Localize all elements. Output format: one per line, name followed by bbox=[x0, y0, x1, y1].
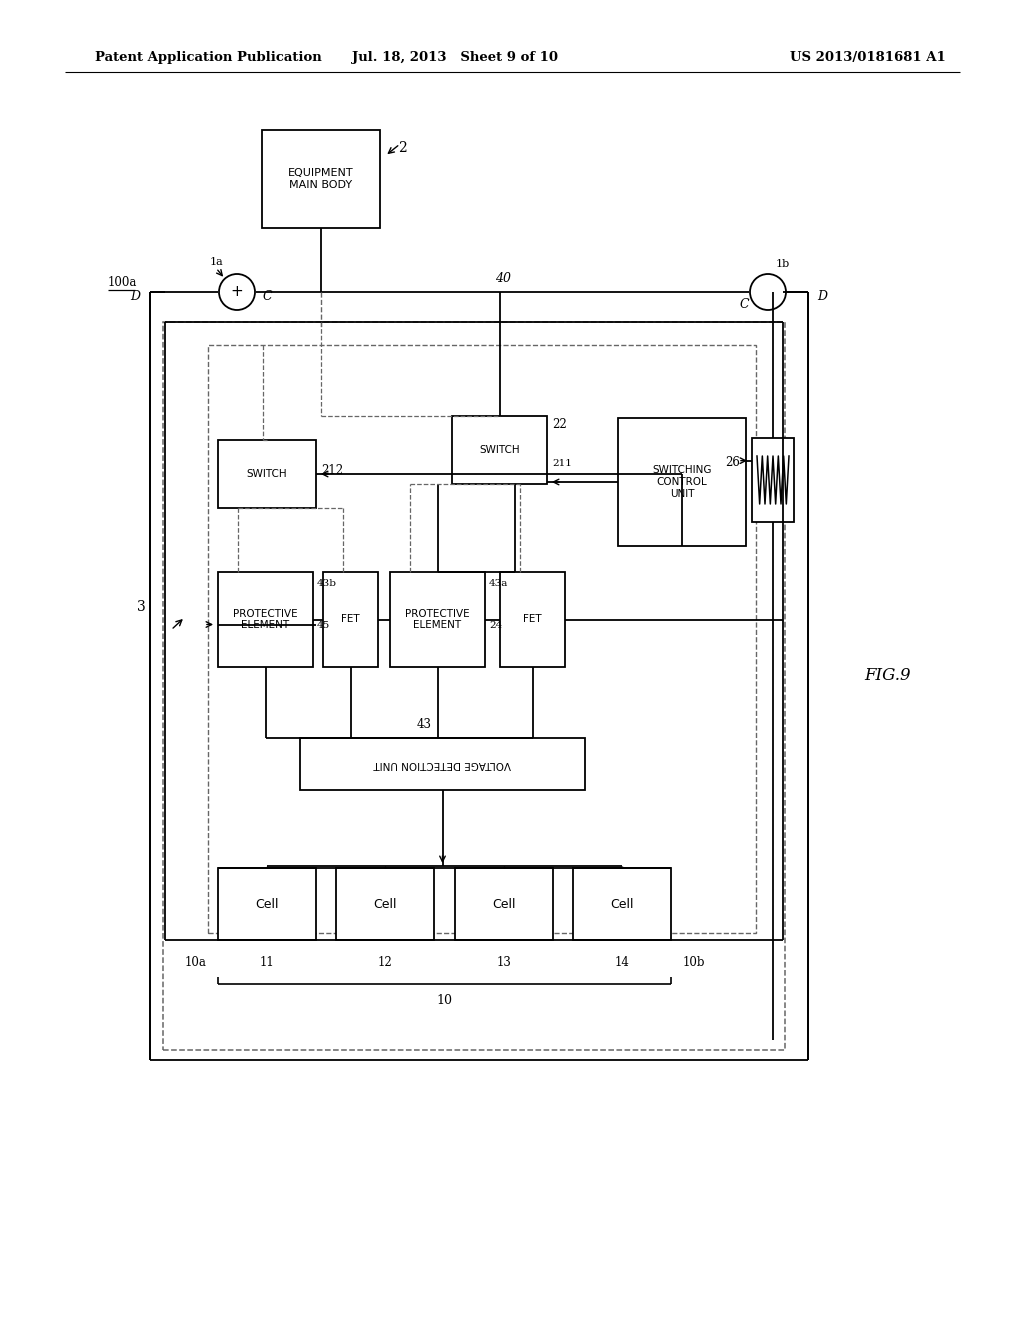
Text: 10a: 10a bbox=[184, 956, 206, 969]
Text: PROTECTIVE
ELEMENT: PROTECTIVE ELEMENT bbox=[406, 609, 470, 630]
Bar bbox=[300, 738, 585, 789]
Text: 12: 12 bbox=[378, 956, 392, 969]
Text: 14: 14 bbox=[614, 956, 630, 969]
Text: Cell: Cell bbox=[374, 898, 396, 911]
Text: 2: 2 bbox=[397, 141, 407, 154]
Text: FIG.9: FIG.9 bbox=[864, 667, 911, 684]
Text: Cell: Cell bbox=[493, 898, 516, 911]
Text: 10: 10 bbox=[436, 994, 453, 1006]
Bar bbox=[163, 322, 785, 1049]
Bar bbox=[208, 345, 756, 933]
Text: Patent Application Publication: Patent Application Publication bbox=[95, 51, 322, 65]
Text: US 2013/0181681 A1: US 2013/0181681 A1 bbox=[790, 51, 946, 65]
Text: 211: 211 bbox=[552, 459, 571, 469]
Text: Cell: Cell bbox=[610, 898, 634, 911]
Text: Cell: Cell bbox=[255, 898, 279, 911]
Text: D: D bbox=[130, 290, 140, 304]
Text: 1a: 1a bbox=[210, 257, 224, 267]
Text: Jul. 18, 2013   Sheet 9 of 10: Jul. 18, 2013 Sheet 9 of 10 bbox=[352, 51, 558, 65]
Text: EQUIPMENT
MAIN BODY: EQUIPMENT MAIN BODY bbox=[288, 168, 354, 190]
Text: C: C bbox=[739, 297, 749, 310]
Bar bbox=[618, 418, 746, 546]
Text: 1b: 1b bbox=[776, 259, 791, 269]
Text: 26: 26 bbox=[725, 455, 740, 469]
Text: 212: 212 bbox=[321, 463, 343, 477]
Text: SWITCH: SWITCH bbox=[247, 469, 288, 479]
Text: 43: 43 bbox=[417, 718, 432, 731]
Text: 22: 22 bbox=[552, 418, 566, 432]
Text: 13: 13 bbox=[497, 956, 511, 969]
Bar bbox=[323, 572, 378, 667]
Text: 45: 45 bbox=[317, 622, 331, 631]
Text: 11: 11 bbox=[260, 956, 274, 969]
Bar bbox=[218, 869, 316, 940]
Bar bbox=[452, 416, 547, 484]
Text: PROTECTIVE
ELEMENT: PROTECTIVE ELEMENT bbox=[233, 609, 298, 630]
Text: FET: FET bbox=[523, 615, 542, 624]
Text: 43b: 43b bbox=[317, 578, 337, 587]
Text: VOLTAGE DETECTION UNIT: VOLTAGE DETECTION UNIT bbox=[374, 759, 511, 770]
Text: 24: 24 bbox=[489, 622, 502, 631]
Text: 3: 3 bbox=[136, 601, 145, 614]
Text: FET: FET bbox=[341, 615, 359, 624]
Text: C: C bbox=[263, 290, 272, 304]
Text: 10b: 10b bbox=[683, 956, 706, 969]
Bar bbox=[455, 869, 553, 940]
Bar bbox=[500, 572, 565, 667]
Text: D: D bbox=[817, 290, 827, 304]
Text: +: + bbox=[230, 285, 244, 300]
Bar bbox=[336, 869, 434, 940]
Text: 43a: 43a bbox=[489, 578, 508, 587]
Text: 40: 40 bbox=[495, 272, 511, 285]
Text: SWITCHING
CONTROL
UNIT: SWITCHING CONTROL UNIT bbox=[652, 466, 712, 499]
Bar bbox=[218, 440, 316, 508]
Bar bbox=[390, 572, 485, 667]
Bar bbox=[218, 572, 313, 667]
Bar bbox=[262, 129, 380, 228]
Text: SWITCH: SWITCH bbox=[479, 445, 520, 455]
Bar bbox=[573, 869, 671, 940]
Text: 100a: 100a bbox=[108, 276, 137, 289]
Bar bbox=[752, 438, 794, 521]
